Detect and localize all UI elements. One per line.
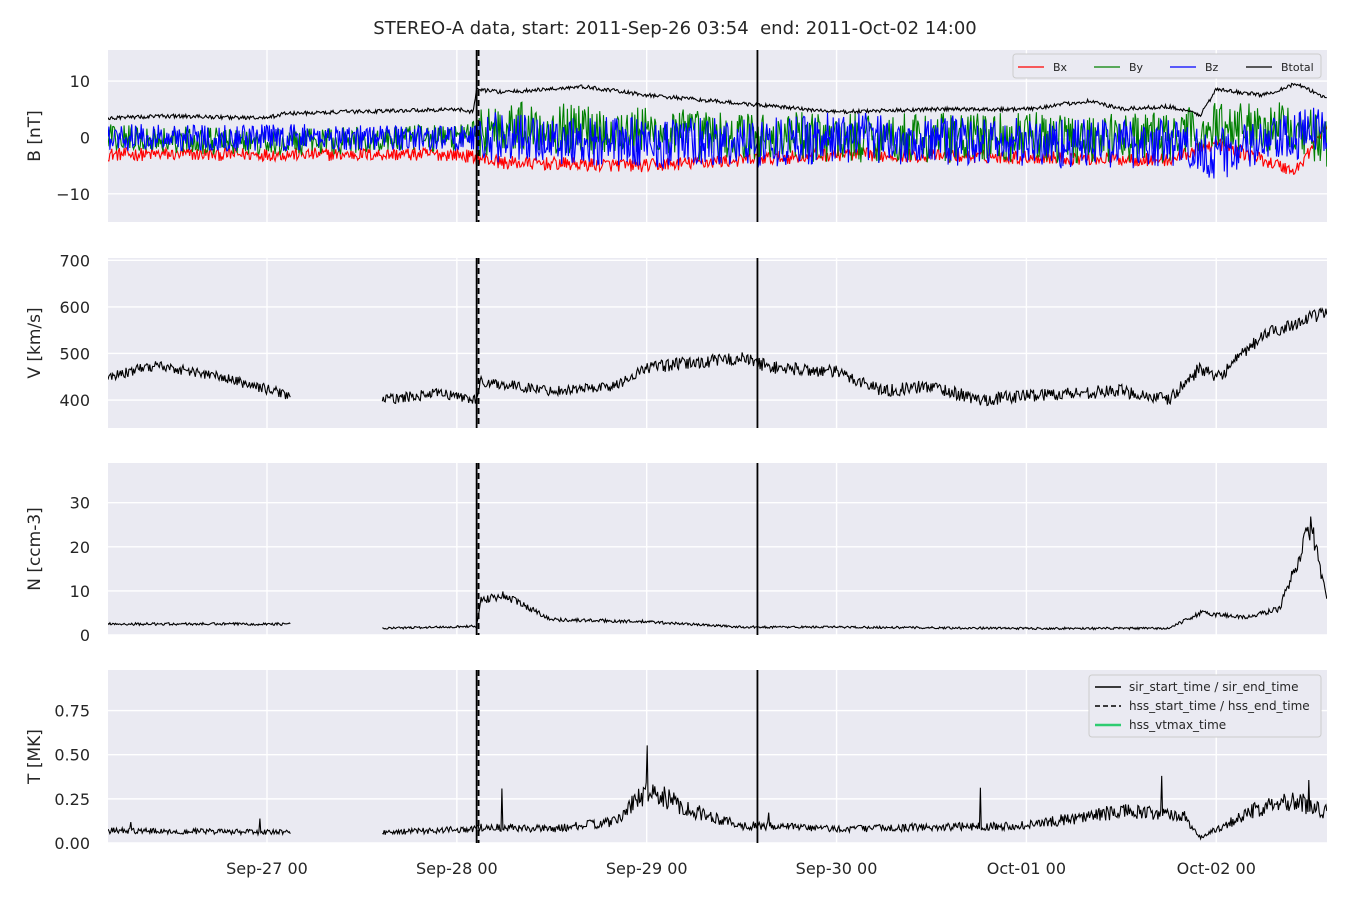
y-tick-label: 0.00 xyxy=(54,834,90,853)
plot-area xyxy=(108,463,1327,635)
legend-entry-btotal: Btotal xyxy=(1281,61,1314,74)
y-tick-label: 10 xyxy=(70,582,90,601)
x-tick-label: Sep-27 00 xyxy=(226,859,308,878)
plot-area xyxy=(108,258,1327,428)
y-axis-label: B [nT] xyxy=(25,110,45,162)
series-n-line xyxy=(108,516,1327,631)
y-axis-label: N [ccm-3] xyxy=(25,507,45,591)
x-tick-label: Oct-01 00 xyxy=(987,859,1066,878)
x-tick-label: Sep-29 00 xyxy=(606,859,688,878)
y-tick-label: −10 xyxy=(56,185,90,204)
y-tick-label: 0.50 xyxy=(54,746,90,765)
y-tick-label: 20 xyxy=(70,538,90,557)
series-bz-line xyxy=(108,107,1327,179)
y-axis-label: V [km/s] xyxy=(25,307,45,378)
series-t-line xyxy=(108,745,1327,841)
panel-3: 0 10 20 30 N [ccm-3] xyxy=(25,463,1327,645)
legend-entry: hss_start_time / hss_end_time xyxy=(1129,699,1310,713)
figure-title: STEREO-A data, start: 2011-Sep-26 03:54 … xyxy=(373,18,977,39)
panel-2: 400 500 600 700 V [km/s] xyxy=(25,251,1327,428)
y-tick-label: 500 xyxy=(59,344,90,363)
y-tick-label: 0.75 xyxy=(54,702,90,721)
y-tick-label: 600 xyxy=(59,298,90,317)
x-tick-label: Oct-02 00 xyxy=(1177,859,1256,878)
series-btotal-line xyxy=(108,82,1327,121)
legend-box xyxy=(1012,53,1322,79)
legend-entry-bz: Bz xyxy=(1205,61,1219,74)
x-tick-label: Sep-30 00 xyxy=(796,859,878,878)
y-tick-label: 30 xyxy=(70,494,90,513)
y-tick-label: 0 xyxy=(80,128,90,147)
series-by-line xyxy=(108,101,1327,167)
legend-box xyxy=(1088,674,1322,738)
legend-entry-bx: Bx xyxy=(1053,61,1068,74)
y-tick-label: 400 xyxy=(59,391,90,410)
series-v-line xyxy=(108,306,1327,407)
legend-entry: hss_vtmax_time xyxy=(1129,718,1226,732)
y-tick-label: 0.25 xyxy=(54,790,90,809)
legend-b-components: Bx By Bz Btotal xyxy=(1012,53,1322,79)
legend-entry-by: By xyxy=(1129,61,1144,74)
y-axis-label: T [MK] xyxy=(25,729,45,785)
legend-entry: sir_start_time / sir_end_time xyxy=(1129,680,1299,694)
x-tick-label: Sep-28 00 xyxy=(416,859,498,878)
y-tick-label: 10 xyxy=(70,72,90,91)
y-tick-label: 0 xyxy=(80,626,90,645)
panel-1: −10 0 10 B [nT] Bx By Bz Btotal xyxy=(25,50,1327,222)
series-bx-line xyxy=(108,124,1327,175)
panel-4: 0.00 0.25 0.50 0.75 T [MK] sir_start_time / s… xyxy=(25,670,1327,853)
y-tick-label: 700 xyxy=(59,251,90,270)
legend-event-times: sir_start_time / sir_end_time hss_start_t… xyxy=(1088,674,1322,738)
